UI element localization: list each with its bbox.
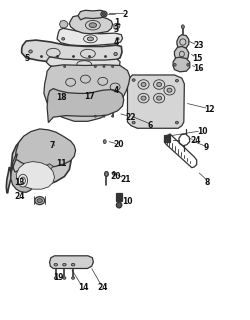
Polygon shape — [78, 10, 104, 20]
Text: 17: 17 — [84, 92, 95, 101]
Ellipse shape — [176, 121, 178, 124]
Ellipse shape — [64, 66, 66, 68]
Polygon shape — [22, 40, 122, 63]
Ellipse shape — [54, 277, 57, 279]
Ellipse shape — [103, 115, 105, 117]
Polygon shape — [177, 35, 189, 49]
Polygon shape — [15, 129, 76, 168]
Ellipse shape — [141, 83, 146, 87]
Polygon shape — [174, 46, 189, 62]
Ellipse shape — [87, 37, 94, 41]
Text: 19: 19 — [53, 273, 64, 282]
Text: 10: 10 — [122, 197, 133, 206]
Ellipse shape — [174, 64, 176, 66]
Polygon shape — [114, 23, 120, 29]
Polygon shape — [70, 16, 113, 34]
Polygon shape — [16, 162, 54, 189]
Polygon shape — [60, 20, 68, 28]
Ellipse shape — [103, 66, 105, 68]
Ellipse shape — [157, 83, 162, 87]
Ellipse shape — [101, 11, 107, 17]
Ellipse shape — [132, 121, 135, 124]
Polygon shape — [173, 57, 190, 72]
Text: 16: 16 — [193, 63, 203, 73]
Polygon shape — [128, 75, 184, 128]
Text: 24: 24 — [14, 192, 25, 201]
Ellipse shape — [18, 174, 28, 187]
Text: 14: 14 — [78, 283, 88, 292]
Polygon shape — [57, 28, 122, 46]
Bar — [116, 193, 122, 201]
Text: 24: 24 — [190, 136, 201, 146]
Ellipse shape — [35, 196, 45, 204]
Polygon shape — [44, 65, 130, 121]
Text: 5: 5 — [25, 54, 30, 63]
Ellipse shape — [89, 23, 96, 28]
Ellipse shape — [114, 52, 117, 56]
Ellipse shape — [54, 263, 58, 266]
Ellipse shape — [112, 115, 114, 117]
Polygon shape — [50, 256, 93, 268]
Ellipse shape — [102, 13, 106, 15]
Text: 24: 24 — [98, 283, 108, 292]
Ellipse shape — [141, 96, 146, 100]
Text: 7: 7 — [50, 141, 55, 150]
Text: 22: 22 — [125, 113, 136, 122]
Text: 20: 20 — [110, 172, 121, 181]
Text: 10: 10 — [197, 127, 207, 136]
Text: 12: 12 — [204, 105, 214, 114]
Text: 3: 3 — [114, 25, 119, 34]
Ellipse shape — [63, 277, 66, 279]
Text: 4: 4 — [114, 86, 119, 95]
Text: 21: 21 — [120, 174, 130, 184]
Ellipse shape — [29, 50, 32, 53]
Ellipse shape — [62, 37, 65, 40]
Text: 9: 9 — [204, 143, 209, 152]
Text: 4: 4 — [114, 38, 119, 47]
Text: 2: 2 — [122, 10, 128, 19]
Ellipse shape — [167, 88, 172, 92]
Ellipse shape — [176, 79, 178, 82]
Ellipse shape — [112, 66, 114, 68]
Ellipse shape — [112, 172, 115, 175]
Ellipse shape — [63, 263, 66, 266]
Polygon shape — [34, 164, 53, 179]
Ellipse shape — [103, 140, 106, 143]
Text: 20: 20 — [114, 140, 124, 149]
Ellipse shape — [181, 25, 184, 29]
Polygon shape — [47, 89, 124, 123]
Polygon shape — [46, 57, 120, 70]
Ellipse shape — [71, 263, 75, 266]
Text: 13: 13 — [14, 178, 24, 187]
Text: 18: 18 — [56, 93, 66, 102]
Text: 1: 1 — [114, 18, 119, 27]
Text: 8: 8 — [204, 178, 210, 187]
Ellipse shape — [157, 96, 162, 100]
Ellipse shape — [94, 66, 96, 68]
Text: 11: 11 — [56, 159, 66, 168]
Text: 6: 6 — [147, 121, 152, 130]
Ellipse shape — [72, 277, 74, 279]
Ellipse shape — [132, 79, 135, 81]
Ellipse shape — [94, 115, 96, 117]
Polygon shape — [11, 154, 36, 192]
Text: 23: 23 — [193, 41, 203, 50]
Text: 15: 15 — [192, 54, 202, 63]
Polygon shape — [6, 132, 71, 193]
Bar — [164, 135, 170, 142]
Ellipse shape — [187, 64, 189, 66]
Ellipse shape — [37, 199, 43, 203]
Ellipse shape — [116, 37, 119, 40]
Ellipse shape — [116, 202, 122, 208]
Ellipse shape — [104, 172, 108, 176]
